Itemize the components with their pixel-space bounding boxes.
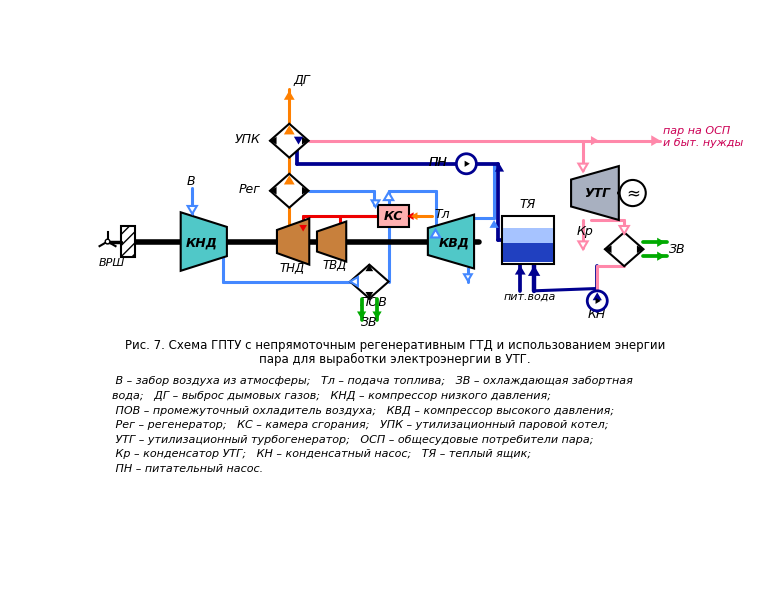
Polygon shape	[528, 265, 540, 276]
Polygon shape	[284, 91, 295, 100]
Circle shape	[620, 180, 646, 206]
Text: В – забор воздуха из атмосферы;   Тл – подача топлива;   ЗВ – охлаждающая заборт: В – забор воздуха из атмосферы; Тл – под…	[112, 376, 633, 386]
Polygon shape	[270, 124, 308, 158]
Polygon shape	[411, 212, 417, 220]
Polygon shape	[317, 222, 346, 262]
Text: ТЯ: ТЯ	[520, 198, 536, 211]
Polygon shape	[407, 212, 413, 220]
Polygon shape	[302, 137, 308, 144]
Polygon shape	[495, 164, 504, 172]
Polygon shape	[372, 200, 379, 207]
Text: ПН – питательный насос.: ПН – питательный насос.	[112, 464, 263, 474]
Polygon shape	[620, 226, 629, 234]
Text: ВРШ: ВРШ	[99, 258, 125, 268]
Bar	[378, 205, 409, 227]
Polygon shape	[187, 206, 197, 214]
Text: УПК: УПК	[235, 133, 261, 146]
Polygon shape	[270, 187, 277, 195]
Polygon shape	[595, 298, 601, 304]
Polygon shape	[365, 292, 373, 298]
Polygon shape	[302, 187, 308, 195]
Polygon shape	[578, 241, 588, 249]
Circle shape	[588, 291, 608, 311]
Text: ПОВ: ПОВ	[359, 296, 387, 309]
Polygon shape	[384, 192, 393, 200]
Polygon shape	[284, 125, 295, 134]
Text: УТГ: УТГ	[584, 187, 611, 200]
Text: ПН: ПН	[429, 157, 447, 169]
Polygon shape	[299, 225, 307, 231]
Polygon shape	[571, 166, 619, 220]
Circle shape	[456, 154, 476, 174]
Polygon shape	[657, 238, 665, 247]
Text: Рис. 7. Схема ГПТУ с непрямоточным регенеративным ГТД и использованием энергии: Рис. 7. Схема ГПТУ с непрямоточным реген…	[125, 340, 665, 352]
Text: ПН: ПН	[429, 157, 447, 169]
Polygon shape	[465, 161, 470, 167]
Text: КН: КН	[588, 308, 606, 321]
Text: Кр: Кр	[577, 225, 594, 238]
Polygon shape	[284, 176, 295, 184]
Polygon shape	[464, 274, 472, 281]
Bar	[503, 228, 553, 243]
Polygon shape	[651, 135, 661, 146]
Polygon shape	[277, 219, 309, 265]
Polygon shape	[578, 163, 588, 171]
Text: ≈: ≈	[626, 185, 640, 203]
Polygon shape	[605, 246, 611, 253]
Polygon shape	[270, 137, 277, 144]
Text: пар на ОСП: пар на ОСП	[663, 126, 730, 136]
Text: и быт. нужды: и быт. нужды	[663, 138, 743, 148]
Polygon shape	[605, 232, 644, 266]
Text: ПОВ – промежуточный охладитель воздуха;   КВД – компрессор высокого давления;: ПОВ – промежуточный охладитель воздуха; …	[112, 406, 614, 416]
Bar	[121, 226, 135, 257]
Polygon shape	[515, 265, 526, 274]
Text: Кр – конденсатор УТГ;   КН – конденсатный насос;   ТЯ – теплый ящик;: Кр – конденсатор УТГ; КН – конденсатный …	[112, 449, 531, 459]
Text: КС: КС	[383, 211, 403, 223]
Text: ЗВ: ЗВ	[669, 243, 685, 256]
Bar	[502, 216, 554, 264]
Text: В: В	[187, 174, 195, 187]
Text: ДГ: ДГ	[294, 74, 311, 87]
Polygon shape	[591, 136, 599, 146]
Bar	[503, 243, 553, 262]
Text: Рег – регенератор;   КС – камера сгорания;   УПК – утилизационный паровой котел;: Рег – регенератор; КС – камера сгорания;…	[112, 420, 608, 430]
Polygon shape	[490, 220, 499, 228]
Text: вода;   ДГ – выброс дымовых газов;   КНД – компрессор низкого давления;: вода; ДГ – выброс дымовых газов; КНД – к…	[112, 391, 551, 401]
Polygon shape	[350, 265, 389, 298]
Polygon shape	[365, 265, 373, 271]
Polygon shape	[657, 252, 665, 261]
Polygon shape	[357, 311, 366, 319]
Text: ТВД: ТВД	[322, 259, 347, 272]
Polygon shape	[270, 174, 308, 208]
Text: ТНД: ТНД	[279, 262, 304, 275]
Polygon shape	[294, 137, 303, 144]
Polygon shape	[431, 230, 440, 238]
Text: УТГ – утилизационный турбогенератор;   ОСП – общесудовые потребители пара;: УТГ – утилизационный турбогенератор; ОСП…	[112, 435, 594, 445]
Polygon shape	[593, 292, 602, 300]
Polygon shape	[350, 277, 358, 286]
Text: пара для выработки электроэнергии в УТГ.: пара для выработки электроэнергии в УТГ.	[259, 352, 530, 365]
Text: Тл: Тл	[434, 208, 449, 222]
Text: КВД: КВД	[439, 236, 470, 249]
Text: ЗВ: ЗВ	[361, 316, 378, 329]
Polygon shape	[372, 311, 382, 319]
Polygon shape	[180, 212, 227, 271]
Circle shape	[105, 239, 109, 244]
Polygon shape	[428, 214, 474, 268]
Text: КНД: КНД	[186, 236, 217, 249]
Text: пит.вода: пит.вода	[503, 291, 556, 301]
Polygon shape	[637, 246, 644, 253]
Text: Рег: Рег	[239, 183, 261, 196]
